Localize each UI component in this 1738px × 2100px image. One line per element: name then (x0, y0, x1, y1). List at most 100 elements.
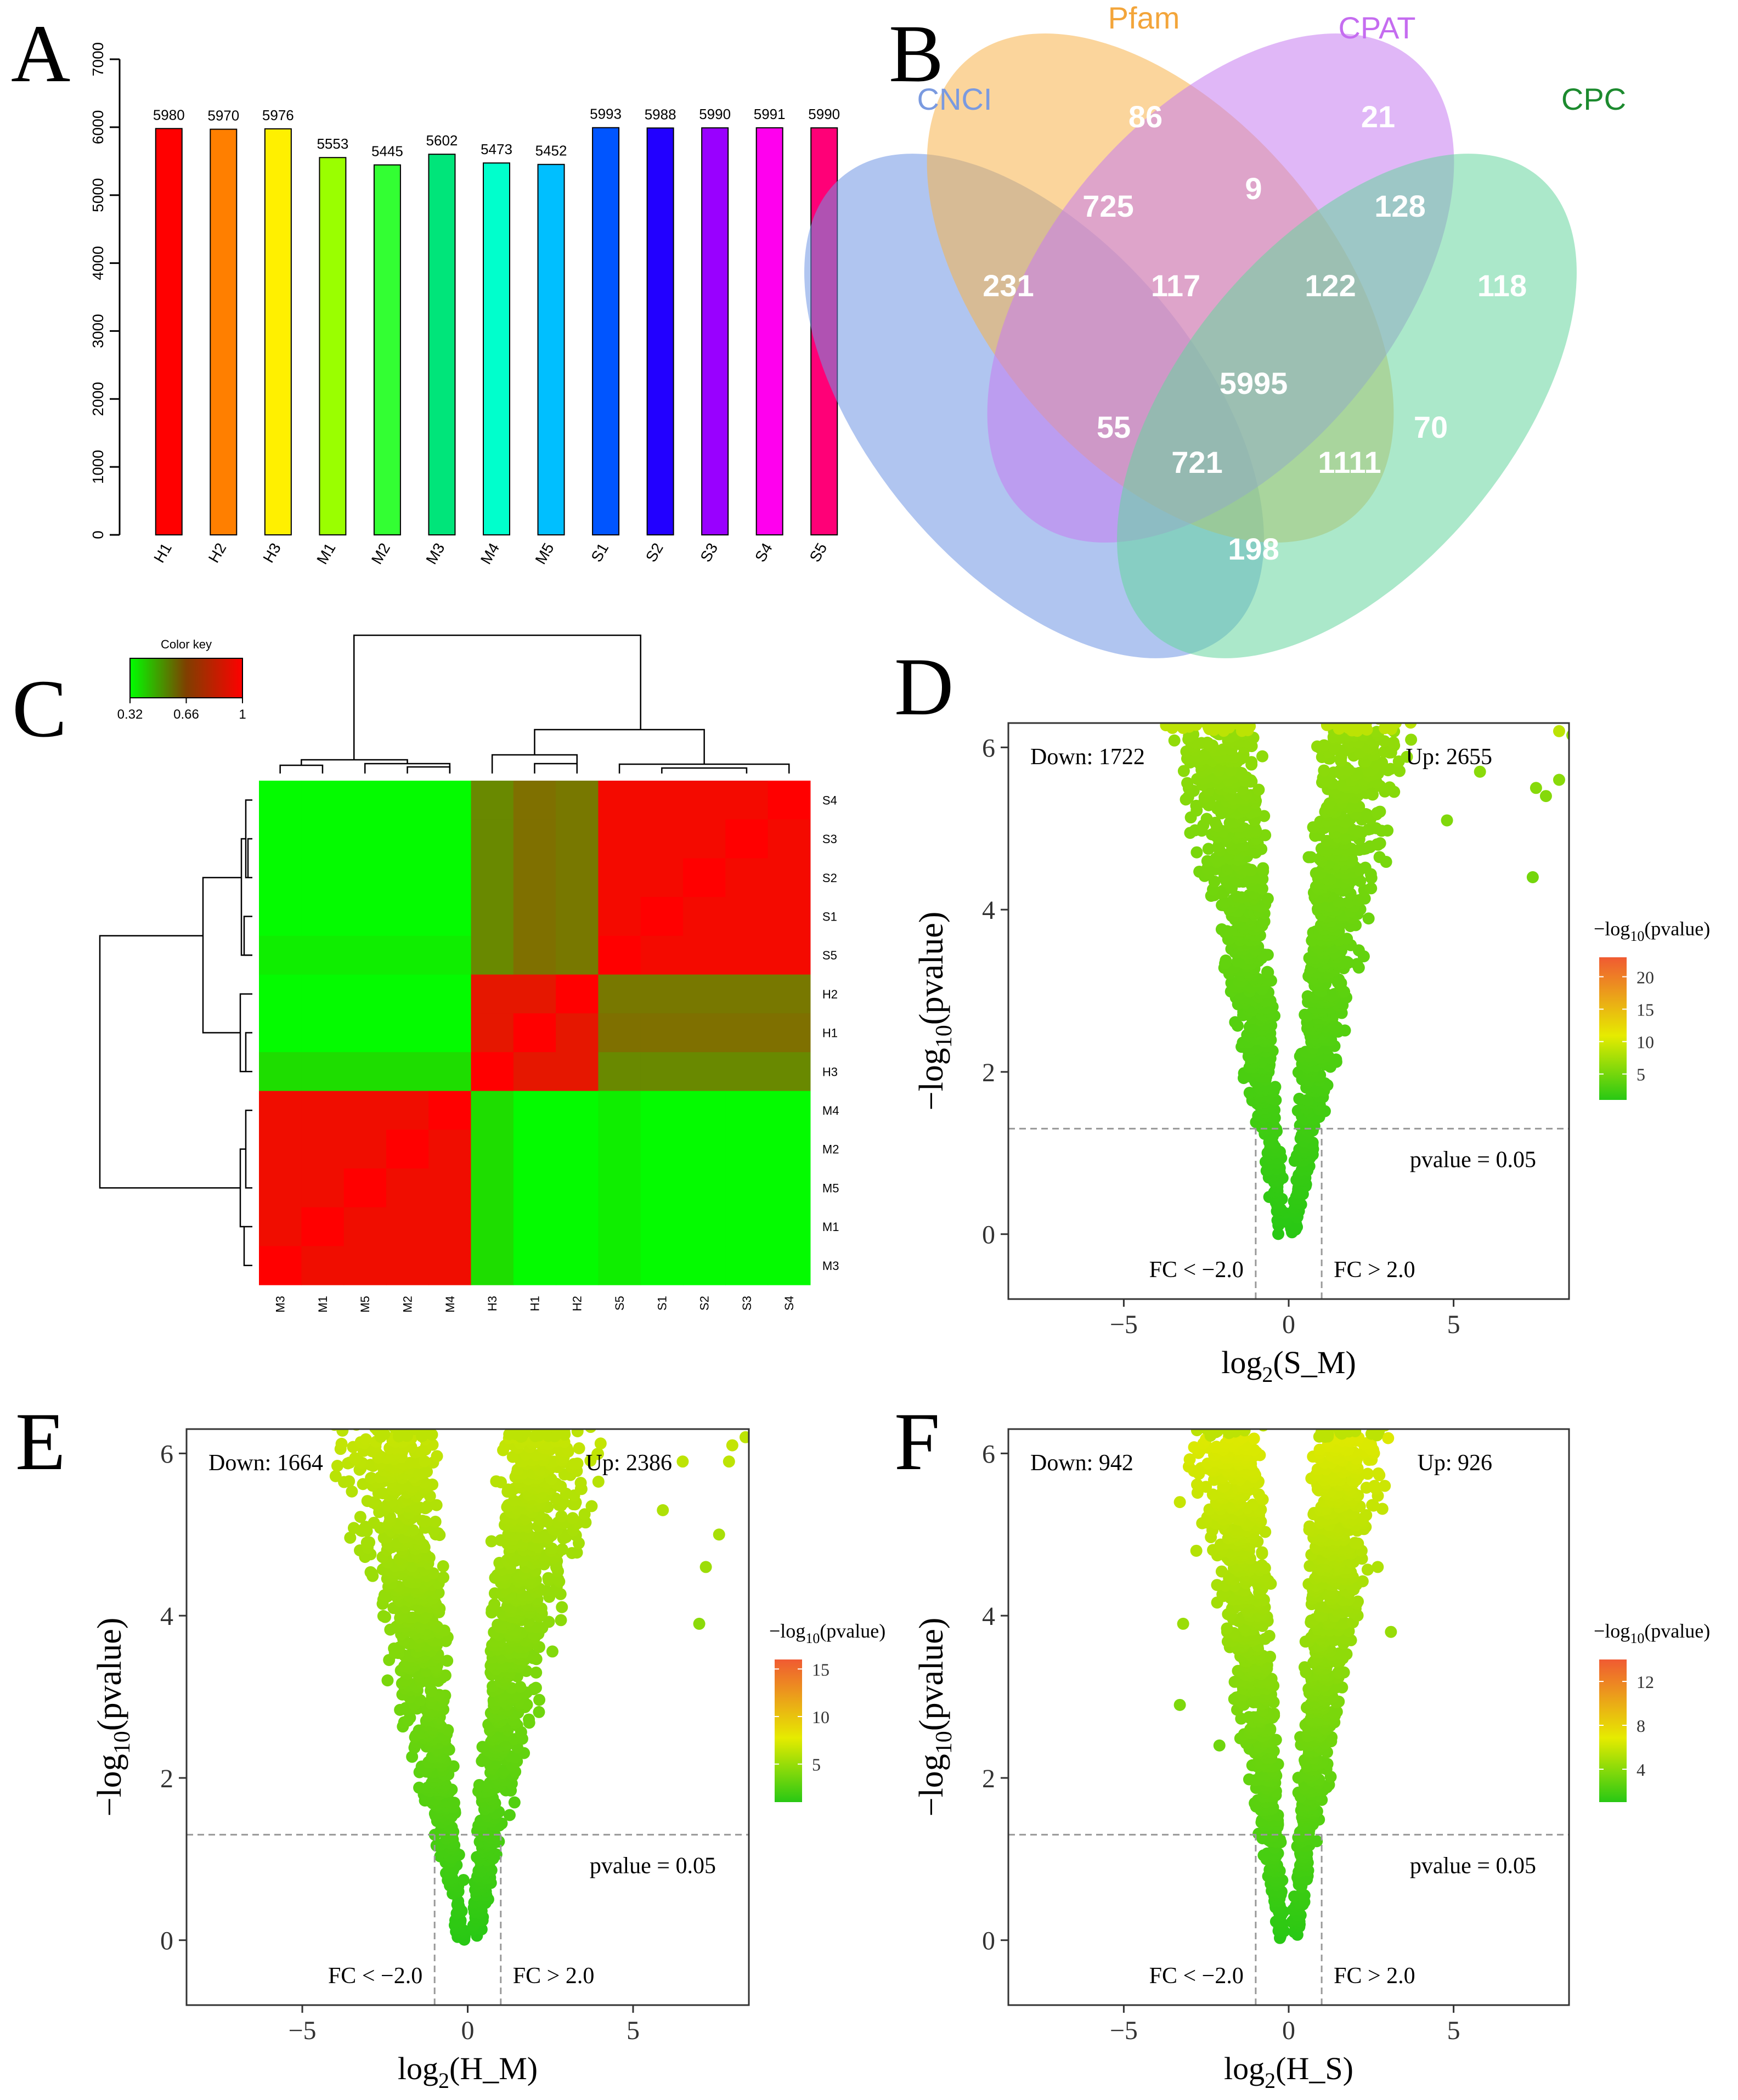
volcano-point (1181, 777, 1194, 789)
y-tick-label: 0 (982, 1221, 995, 1250)
volcano-point (1173, 723, 1186, 727)
x-tick-label: 5 (627, 2016, 640, 2045)
heatmap-cell (513, 1130, 556, 1169)
col-label: M3 (274, 1296, 287, 1313)
color-key-tick: 0.32 (117, 707, 143, 722)
volcano-point (1344, 695, 1356, 707)
volcano-point (1345, 704, 1357, 716)
volcano-point (1204, 708, 1216, 720)
volcano-point (592, 1475, 605, 1488)
volcano-point (1216, 697, 1228, 709)
x-tick-label: H1 (150, 540, 175, 566)
volcano-point (508, 1796, 521, 1809)
row-label: M3 (822, 1259, 839, 1273)
volcano-point (1175, 702, 1187, 714)
volcano-point (1205, 700, 1217, 712)
volcano-point (421, 1465, 433, 1478)
venn-region-count: 118 (1477, 268, 1527, 303)
row-dendrogram-branch (245, 1032, 252, 1072)
volcano-point (535, 1410, 548, 1422)
volcano-point (416, 1409, 428, 1421)
volcano-point (594, 1437, 607, 1450)
volcano-point (565, 1403, 577, 1415)
volcano-point (408, 1408, 420, 1420)
volcano-point (1441, 814, 1453, 827)
bar-value-label: 5988 (645, 106, 676, 122)
heatmap-cell (386, 897, 429, 936)
heatmap-cell (471, 974, 514, 1014)
volcano-point (536, 1412, 548, 1424)
heatmap-cell (683, 1013, 726, 1053)
heatmap-cell (259, 1091, 302, 1130)
heatmap-cell (259, 935, 302, 975)
heatmap-cell (768, 1052, 811, 1092)
volcano-point (1334, 1666, 1347, 1678)
volcano-point (1208, 876, 1221, 888)
volcano-point (1211, 700, 1223, 712)
heatmap-cell (598, 1168, 641, 1208)
volcano-point (518, 1413, 531, 1425)
volcano-point (374, 1401, 386, 1413)
heatmap-cell (683, 819, 726, 859)
heatmap-cell (683, 935, 726, 975)
volcano-point (1203, 703, 1215, 715)
heatmap-cell (301, 1091, 345, 1130)
volcano-point (1233, 695, 1245, 707)
heatmap-cell (556, 1052, 599, 1092)
x-tick-label: −5 (288, 2016, 316, 2045)
heatmap-cell (768, 1246, 811, 1285)
volcano-point (574, 1408, 586, 1420)
volcano-point (1356, 1575, 1369, 1588)
volcano-point (490, 1475, 503, 1488)
venn-region-count: 725 (1082, 189, 1133, 223)
volcano-point (572, 1406, 584, 1418)
volcano-point (523, 1713, 535, 1726)
venn-region-count: 5995 (1220, 366, 1288, 400)
y-tick-label: 0 (89, 530, 106, 539)
venn-region-count: 21 (1361, 99, 1395, 134)
heatmap-cell (768, 781, 811, 820)
heatmap-cell (513, 1052, 556, 1092)
venn-set-label: CNCI (917, 82, 992, 116)
heatmap-cell (301, 819, 345, 859)
heatmap-cell (428, 781, 472, 820)
y-tick-label: 4 (982, 896, 995, 925)
volcano-point (1229, 1016, 1242, 1029)
heatmap-cell (343, 1052, 387, 1092)
volcano-point (1374, 805, 1386, 818)
volcano-point (1168, 734, 1181, 747)
volcano-point (540, 1401, 552, 1413)
y-tick-label: 2 (982, 1058, 995, 1087)
heatmap-cell (513, 858, 556, 897)
heatmap-cell (259, 974, 302, 1014)
heatmap-cell (428, 974, 472, 1014)
volcano-point (1348, 1537, 1361, 1549)
heatmap-cell (768, 1207, 811, 1246)
fc-up-label: FC > 2.0 (513, 1963, 595, 1989)
heatmap-cell (598, 1246, 641, 1285)
y-tick-label: 6 (982, 733, 995, 763)
volcano-point (1370, 822, 1383, 834)
volcano-point (596, 1429, 599, 1430)
heatmap-cell (513, 897, 556, 936)
volcano-point (578, 1508, 591, 1521)
row-dendrogram-branch (202, 877, 241, 1034)
heatmap-cell (598, 1091, 641, 1130)
volcano-point (388, 1401, 400, 1413)
heatmap-cell (386, 1130, 429, 1169)
col-label: S5 (613, 1296, 627, 1311)
x-tick-label: S3 (697, 540, 721, 565)
volcano-point (1553, 725, 1565, 737)
volcano-point (505, 1414, 517, 1426)
heatmap-cell (471, 858, 514, 897)
heatmap-cell (386, 1052, 429, 1092)
venn-set-label: CPC (1561, 82, 1626, 116)
heatmap-cell (513, 974, 556, 1014)
volcano-point (1175, 702, 1187, 714)
volcano-point (1187, 707, 1199, 719)
volcano-point (1163, 723, 1175, 731)
color-key-tick: 1 (239, 707, 246, 722)
volcano-point (1344, 708, 1356, 720)
